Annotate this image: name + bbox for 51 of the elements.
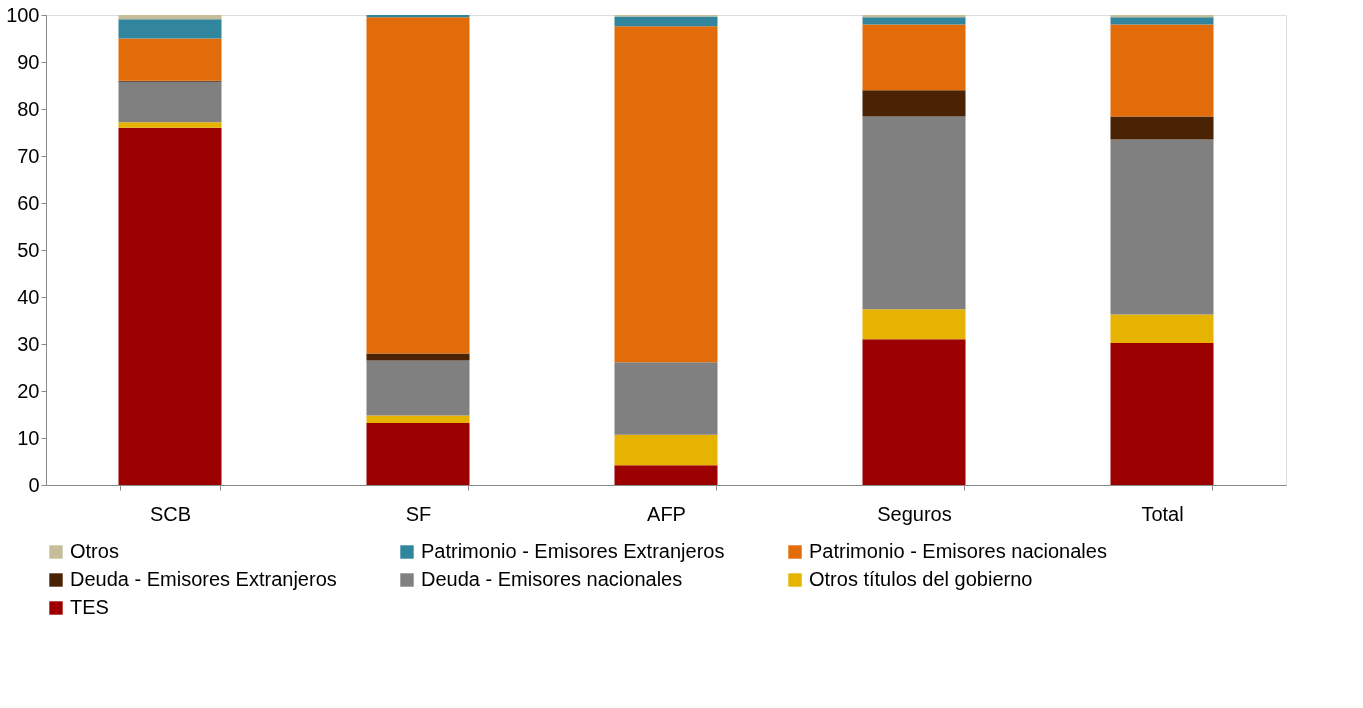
y-tick-label: 50	[17, 238, 40, 261]
legend-label: Deuda - Emisores nacionales	[421, 568, 683, 590]
y-tick-label: 90	[17, 50, 40, 73]
y-tick-label: 70	[17, 144, 40, 167]
bar	[1110, 314, 1214, 344]
y-tick-label: 80	[17, 97, 40, 120]
bar	[614, 16, 718, 27]
legend-label: Otros	[70, 540, 119, 562]
y-tick-label: 0	[28, 473, 40, 496]
bar	[118, 127, 222, 485]
bar	[862, 116, 966, 310]
bar	[118, 19, 222, 39]
legend-label: Patrimonio - Emisores nacionales	[809, 540, 1107, 562]
bar	[614, 465, 718, 485]
y-tick-label: 60	[17, 191, 40, 214]
y-tick-label: 30	[17, 332, 40, 355]
bar	[862, 90, 966, 117]
bar	[1110, 17, 1214, 25]
y-tick-label: 100	[6, 3, 40, 26]
bar	[118, 15, 222, 20]
bar	[614, 362, 718, 435]
bar	[1110, 116, 1214, 140]
bar	[366, 422, 470, 485]
bar	[1110, 343, 1214, 485]
bar	[1110, 24, 1214, 117]
bar	[366, 415, 470, 423]
legend-label: TES	[70, 596, 109, 618]
bar	[1110, 139, 1214, 315]
bar	[366, 353, 470, 361]
bar	[614, 26, 718, 363]
legend-label: Deuda - Emisores Extranjeros	[70, 568, 337, 590]
bar	[118, 38, 222, 81]
y-tick-label: 40	[17, 285, 40, 308]
y-tick-label: 10	[17, 426, 40, 449]
legend-label: Patrimonio - Emisores Extranjeros	[421, 540, 725, 562]
bar	[118, 81, 222, 123]
x-tick-label: Total	[1141, 502, 1184, 525]
x-tick-label: SCB	[149, 502, 192, 525]
bar	[862, 309, 966, 340]
x-tick-label: Seguros	[877, 502, 952, 525]
x-tick-label: AFP	[647, 502, 686, 525]
bar	[366, 360, 470, 416]
bar	[862, 339, 966, 485]
bar	[614, 434, 718, 466]
x-tick-label: SF	[405, 502, 432, 525]
bar	[862, 24, 966, 91]
bar	[366, 17, 470, 354]
y-tick-label: 20	[17, 379, 40, 402]
legend-label: Otros títulos del gobierno	[809, 568, 1033, 590]
bar	[862, 17, 966, 25]
bar	[118, 122, 222, 128]
